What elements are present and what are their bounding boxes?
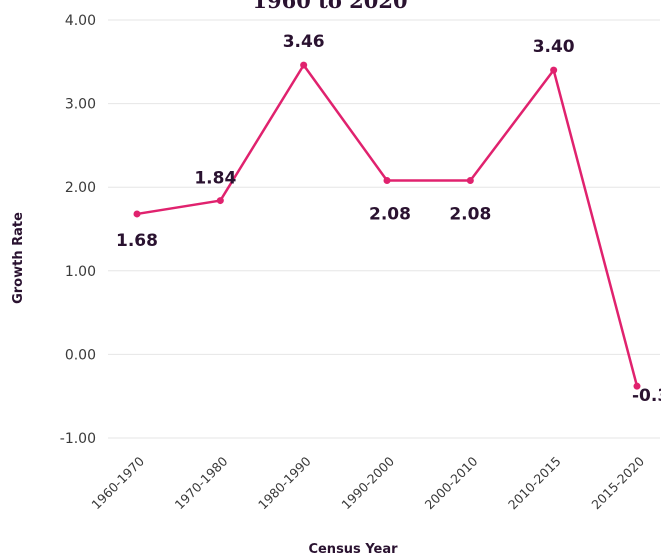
data-point [466,177,474,185]
y-tick-label: 3.00 [65,97,96,113]
x-tick-label: 1960-1970 [88,453,147,512]
series-line [135,63,639,388]
data-point [550,66,558,74]
data-label: 2.08 [369,205,411,225]
x-tick-label: 2015-2020 [588,453,647,512]
data-point [300,61,308,69]
y-axis-ticks: -1.00 0.00 1.00 2.00 3.00 4.00 [60,13,96,447]
x-tick-label: 1990-2000 [338,453,397,512]
grid-lines [108,19,660,439]
data-label: 3.40 [533,37,575,57]
data-label: 3.46 [283,32,325,52]
data-label: -0.38 [632,386,661,406]
x-tick-label: 2000-2010 [422,453,481,512]
y-tick-label: 0.00 [65,347,96,363]
data-point [633,382,641,390]
data-label: 2.08 [449,205,491,225]
x-tick-label: 1980-1990 [255,453,314,512]
x-tick-label: 1970-1980 [172,453,231,512]
data-label: 1.84 [194,169,236,189]
x-axis-label: Census Year [308,542,398,557]
y-tick-label: 2.00 [65,180,96,196]
y-axis-label: Growth Rate [11,212,26,304]
data-point [383,177,391,185]
chart-title: 1960 to 2020 [252,0,407,13]
y-tick-label: 4.00 [65,13,96,29]
data-label: 1.68 [116,231,158,251]
data-point [133,210,141,218]
series-group [133,61,641,390]
y-tick-label: 1.00 [65,264,96,280]
y-tick-label: -1.00 [60,431,96,447]
data-labels: 1.68 1.84 3.46 2.08 2.08 3.40 -0.38 [116,32,661,406]
x-tick-label: 2010-2015 [505,454,564,513]
data-point [216,197,224,205]
x-axis-ticks: 1960-1970 1970-1980 1980-1990 1990-2000 2000… [88,453,647,512]
